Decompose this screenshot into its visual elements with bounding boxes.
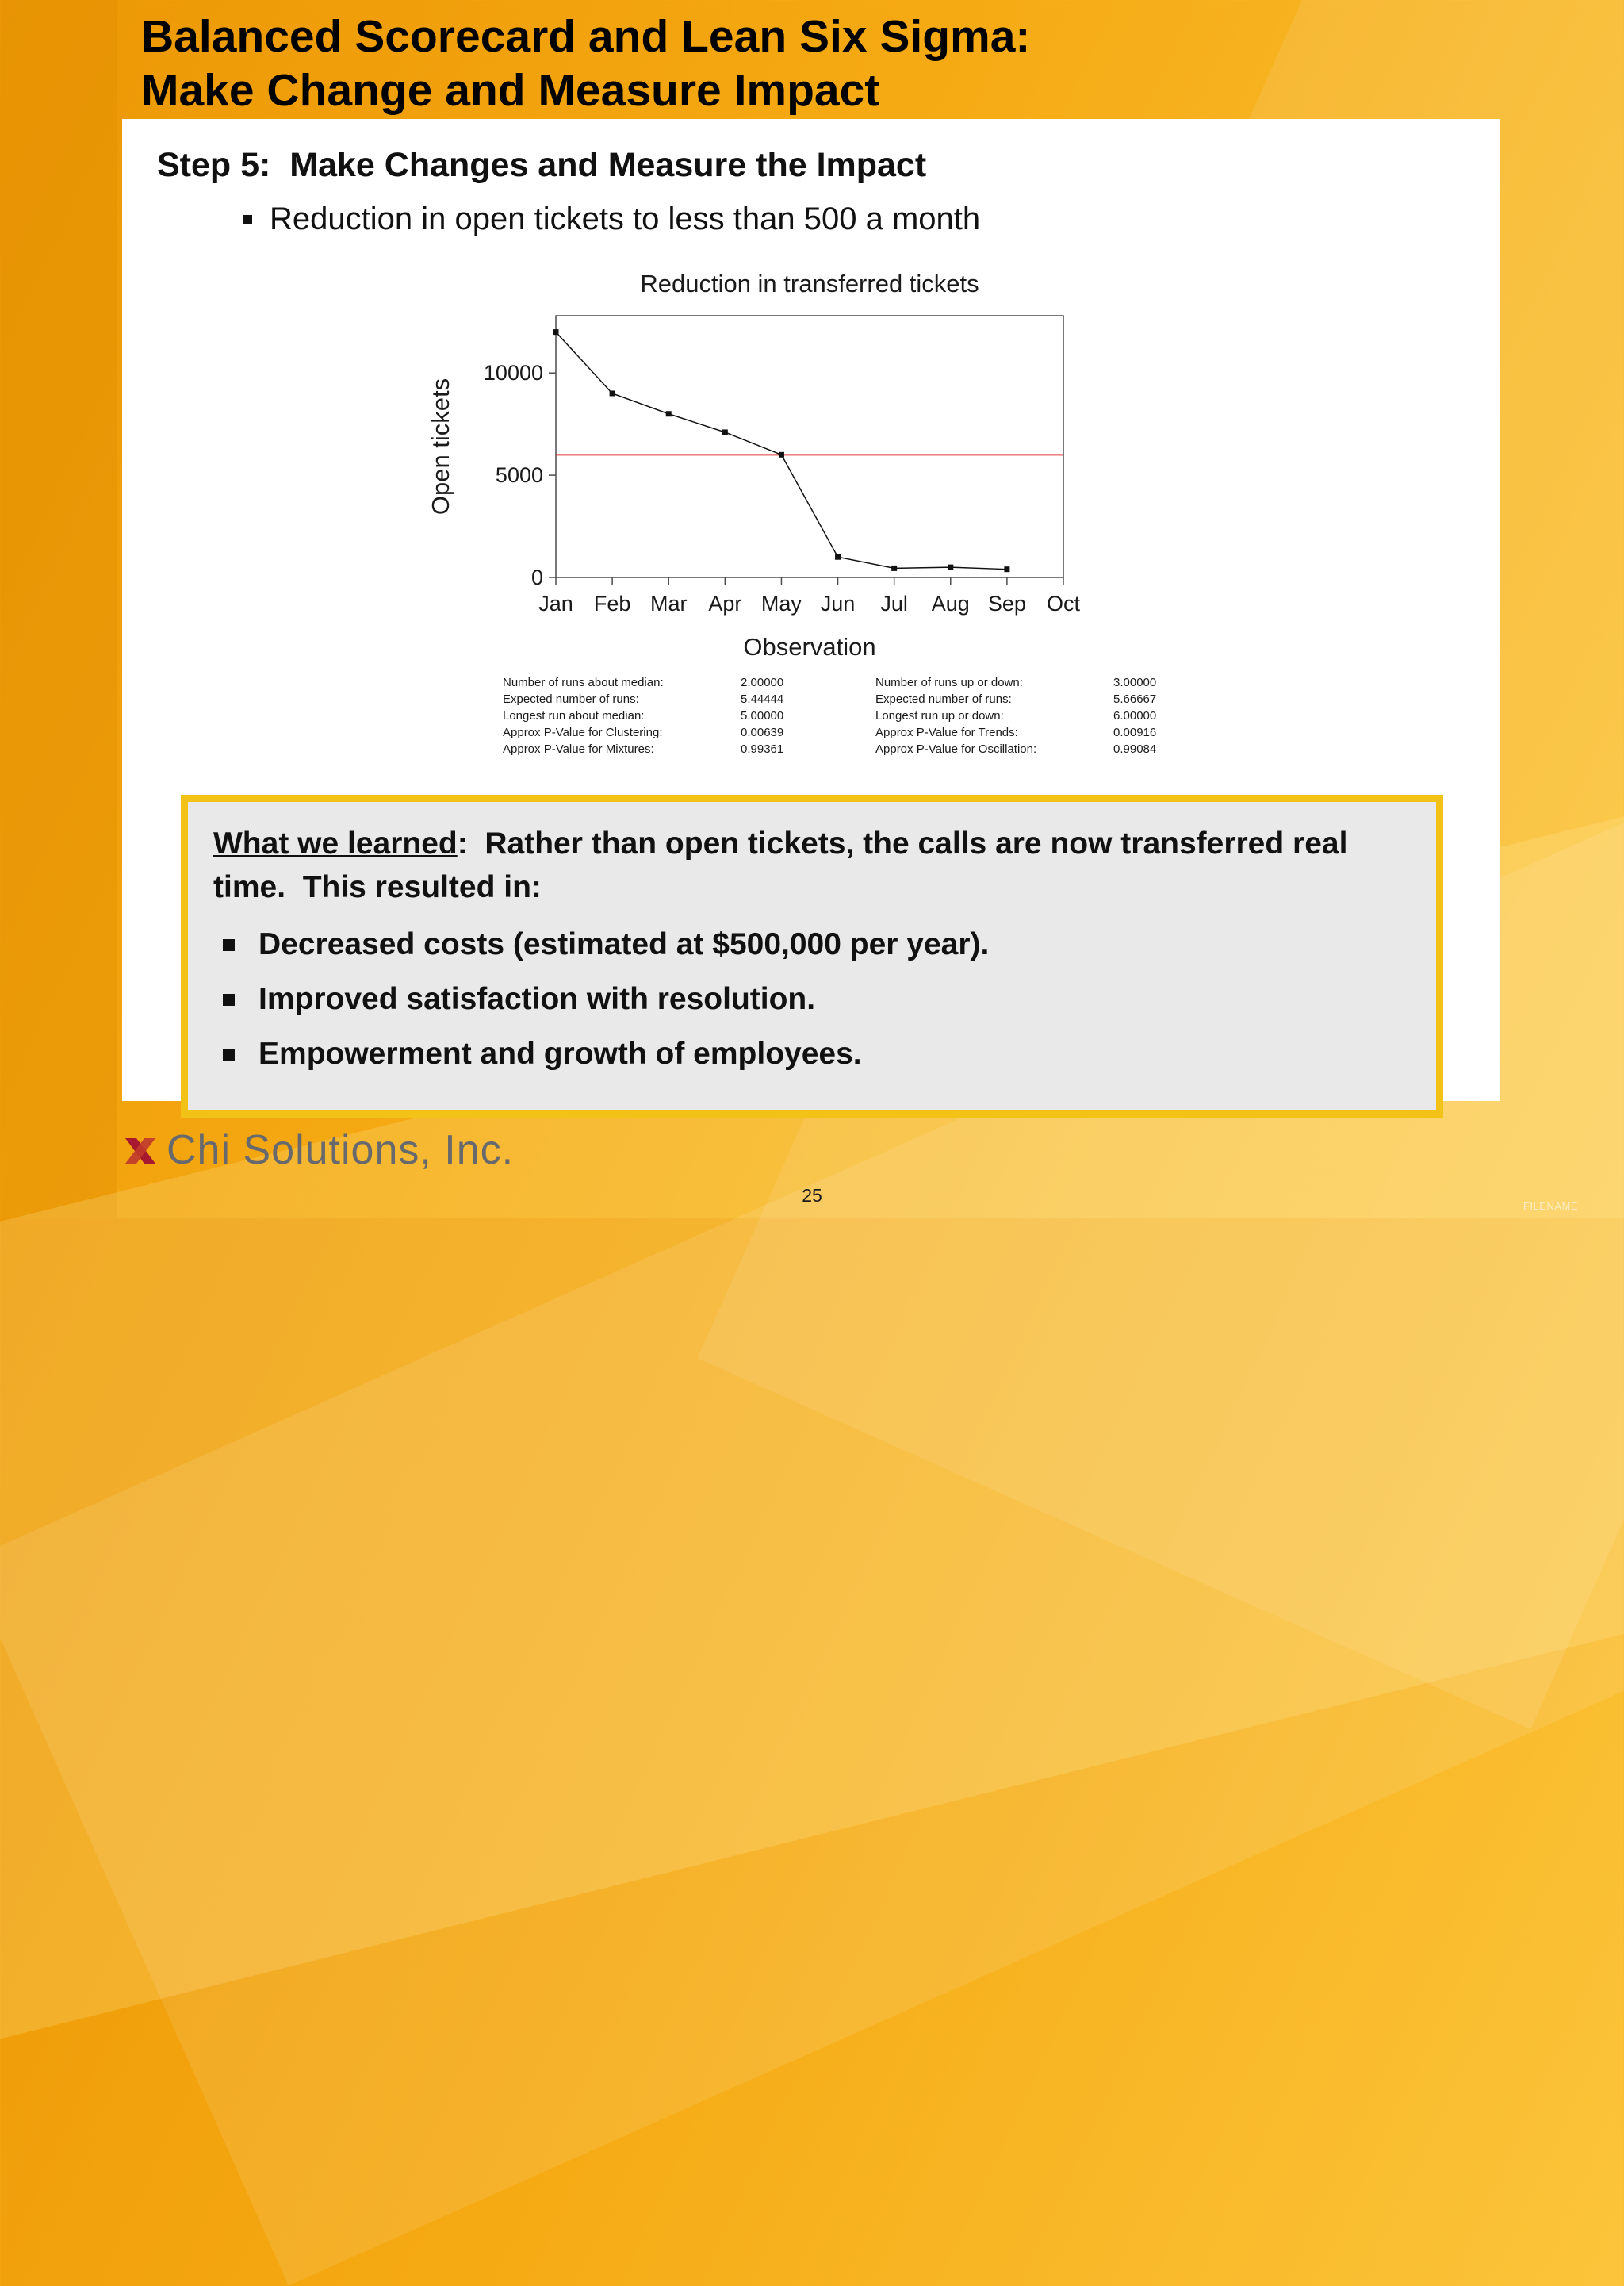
svg-text:Reduction in transferred ticke: Reduction in transferred tickets [640,270,979,297]
stat-label: Expected number of runs: [875,692,1012,706]
svg-text:Aug: Aug [932,592,970,616]
what-we-learned-box: What we learned: Rather than open ticket… [181,795,1443,1118]
step-bullet: Reduction in open tickets to less than 5… [243,201,980,237]
stat-label: Longest run about median: [503,709,645,723]
stats-column-updown: Number of runs up or down: 3.00000 Expec… [875,674,1201,758]
square-bullet-icon [243,214,252,224]
slide-title: Balanced Scorecard and Lean Six Sigma: M… [141,10,1030,118]
square-bullet-icon [223,993,235,1006]
list-item: Decreased costs (estimated at $500,000 p… [223,925,1411,965]
stat-label: Approx P-Value for Mixtures: [503,742,654,756]
svg-text:0: 0 [531,566,543,589]
learned-bullet-text: Improved satisfaction with resolution. [259,981,816,1016]
stat-value: 0.99361 [741,742,784,756]
filename-placeholder: FILENAME [1522,1200,1578,1212]
logo-text: Chi Solutions, Inc. [167,1127,515,1173]
svg-text:Mar: Mar [650,592,688,616]
stat-row: Expected number of runs: 5.44444 [503,691,828,708]
svg-text:Observation: Observation [743,633,875,661]
list-item: Improved satisfaction with resolution. [223,980,1411,1020]
stat-value: 0.99084 [1113,742,1157,756]
svg-text:Jun: Jun [821,592,856,616]
stat-value: 6.00000 [1113,709,1157,723]
svg-text:10000: 10000 [484,361,543,385]
stat-row: Approx P-Value for Oscillation: 0.99084 [875,741,1201,758]
stat-label: Expected number of runs: [503,692,639,706]
stat-value: 3.00000 [1113,676,1157,689]
svg-text:Apr: Apr [708,592,741,616]
chi-solutions-logo: Chi Solutions, Inc. [117,1126,514,1174]
svg-text:May: May [761,592,802,616]
stat-row: Approx P-Value for Trends: 0.00916 [875,724,1201,741]
stat-value: 0.00916 [1113,726,1157,739]
stat-row: Approx P-Value for Clustering: 0.00639 [503,724,828,741]
stat-value: 5.66667 [1113,692,1157,706]
stat-label: Approx P-Value for Oscillation: [875,742,1037,756]
stat-label: Longest run up or down: [875,709,1004,723]
learned-bullets: Decreased costs (estimated at $500,000 p… [213,925,1411,1074]
svg-text:Sep: Sep [988,592,1026,616]
stats-column-median: Number of runs about median: 2.00000 Exp… [503,674,828,758]
run-chart-svg: Reduction in transferred tickets 0 5000 100… [427,270,1081,661]
stat-label: Number of runs up or down: [875,676,1023,689]
stat-label: Number of runs about median: [503,676,664,689]
run-chart-statistics: Number of runs about median: 2.00000 Exp… [503,674,1201,758]
stat-label: Approx P-Value for Clustering: [503,726,663,739]
svg-text:5000: 5000 [496,463,543,487]
stat-row: Approx P-Value for Mixtures: 0.99361 [503,741,828,758]
stat-value: 5.44444 [741,692,784,706]
square-bullet-icon [223,939,235,952]
svg-text:Open tickets: Open tickets [427,378,454,515]
stat-label: Approx P-Value for Trends: [875,726,1018,739]
learned-bullet-text: Decreased costs (estimated at $500,000 p… [259,927,990,962]
svg-text:Jul: Jul [880,592,908,616]
background-left-strip [0,0,117,1218]
list-item: Empowerment and growth of employees. [223,1034,1411,1075]
step-heading: Step 5: Make Changes and Measure the Imp… [157,146,927,184]
stat-row: Expected number of runs: 5.66667 [875,691,1201,708]
learned-heading: What we learned: Rather than open ticket… [213,823,1411,909]
stat-value: 0.00639 [741,726,784,739]
slide-title-line1: Balanced Scorecard and Lean Six Sigma: [141,11,1031,62]
stat-value: 5.00000 [741,709,784,723]
learned-bullet-text: Empowerment and growth of employees. [259,1036,862,1071]
svg-text:Feb: Feb [594,592,631,616]
stat-value: 2.00000 [741,676,784,689]
square-bullet-icon [223,1048,235,1061]
chi-logo-x-icon [125,1138,155,1164]
run-chart: Reduction in transferred tickets 0 5000 100… [425,267,1123,711]
content-card: Step 5: Make Changes and Measure the Imp… [122,119,1500,1118]
stat-row: Longest run up or down: 6.00000 [875,708,1201,724]
svg-text:Oct: Oct [1047,592,1081,616]
learned-heading-underlined: What we learned [213,827,458,861]
stat-row: Longest run about median: 5.00000 [503,708,828,724]
learned-heading-rest: : Rather than open tickets, the calls ar… [213,827,1357,904]
stat-row: Number of runs about median: 2.00000 [503,674,828,691]
stat-row: Number of runs up or down: 3.00000 [875,674,1201,691]
svg-text:Jan: Jan [538,592,573,616]
page-number: 25 [802,1185,822,1206]
step-bullet-text: Reduction in open tickets to less than 5… [270,201,981,236]
slide-title-line2: Make Change and Measure Impact [141,65,880,117]
